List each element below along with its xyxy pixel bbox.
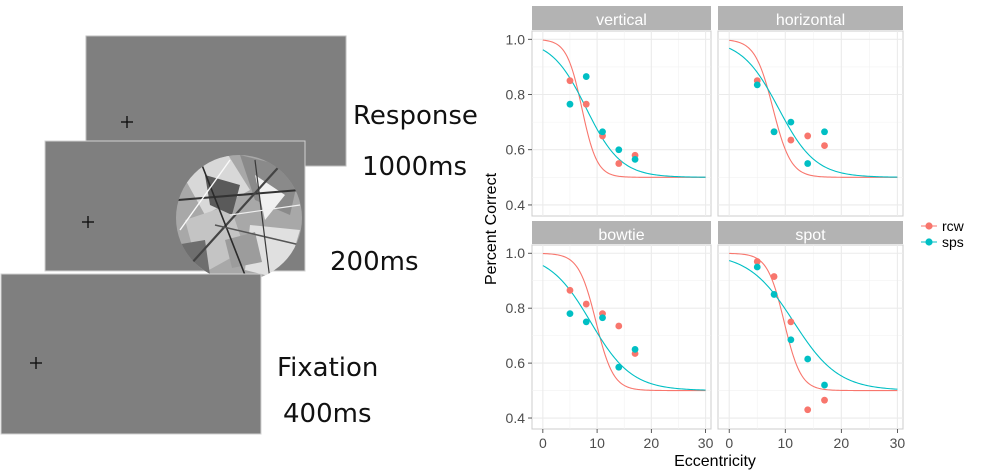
- data-point-rcw: [753, 258, 761, 265]
- data-point-rcw: [566, 77, 574, 85]
- fit-curve-rcw: [542, 39, 706, 178]
- panel-background: [531, 244, 712, 430]
- fixation-cross-stimulus: [82, 216, 94, 228]
- fit-curve-rcw: [729, 39, 898, 178]
- fixation-cross-fixation: [30, 357, 42, 369]
- facet-strip-vertical: [532, 6, 711, 30]
- x-tick-label: 10: [589, 435, 605, 451]
- data-point-sps: [631, 345, 639, 353]
- x-axis-title: Eccentricity: [674, 453, 756, 470]
- psychometric-chart: vertical 0.4 0.6 0.8 1.0 horizontal bowtie 0.4 0…: [506, 6, 906, 451]
- y-tick-label: 0.4: [506, 410, 526, 426]
- stage-label-response: Response: [353, 101, 478, 131]
- data-point-sps: [631, 155, 639, 163]
- x-tick-label: 0: [539, 435, 547, 451]
- data-point-sps: [787, 336, 795, 344]
- data-point-sps: [753, 81, 761, 89]
- data-point-rcw: [582, 300, 590, 308]
- facet-panel-horizontal: horizontal: [717, 6, 904, 217]
- x-tick-label: 10: [777, 435, 793, 451]
- facet-title-vertical: vertical: [596, 12, 647, 29]
- facet-strip-spot: [718, 221, 903, 244]
- fit-curve-rcw: [542, 252, 706, 392]
- data-point-sps: [566, 310, 574, 318]
- data-point-rcw: [804, 132, 812, 140]
- y-tick-label: 1.0: [506, 245, 526, 261]
- data-point-sps: [821, 128, 828, 136]
- x-tick-label: 20: [834, 435, 850, 451]
- texture-stimulus-disc: [176, 155, 302, 281]
- data-point-sps: [599, 128, 606, 136]
- y-axis-title: Percent Correct: [483, 172, 500, 285]
- facet-title-bowtie: bowtie: [598, 227, 644, 244]
- facet-strip-bowtie: [532, 221, 711, 244]
- y-tick-label: 0.4: [506, 197, 526, 213]
- stage-label-fixation: Fixation: [277, 353, 378, 383]
- stage-duration-fixation: 400ms: [283, 399, 372, 429]
- data-point-sps: [787, 118, 795, 126]
- data-point-rcw: [615, 322, 623, 330]
- data-point-rcw: [787, 318, 795, 326]
- stage-duration-stimulus: 200ms: [330, 247, 419, 277]
- data-point-rcw: [615, 160, 623, 167]
- y-tick-label: 1.0: [506, 31, 526, 47]
- data-point-sps: [615, 363, 623, 371]
- legend-label-sps: sps: [942, 234, 964, 250]
- data-point-sps: [582, 73, 590, 80]
- stage-duration-response: 1000ms: [362, 152, 467, 182]
- panel-background: [531, 30, 712, 217]
- x-tick-label: 30: [890, 435, 906, 451]
- data-point-rcw: [582, 100, 590, 108]
- data-point-sps: [770, 128, 778, 136]
- facet-panel-vertical: vertical 0.4 0.6 0.8 1.0: [506, 6, 712, 217]
- data-point-sps: [753, 263, 761, 271]
- y-tick-label: 0.6: [506, 142, 526, 158]
- fixation-cross-response: [121, 116, 133, 128]
- y-tick-label: 0.8: [506, 300, 526, 316]
- data-point-rcw: [821, 142, 828, 149]
- data-point-sps: [599, 314, 606, 322]
- data-point-sps: [804, 160, 812, 167]
- data-point-sps: [770, 291, 778, 298]
- data-point-rcw: [770, 273, 778, 280]
- fixation-screen: [0, 273, 262, 435]
- legend-label-rcw: rcw: [942, 218, 965, 234]
- facet-title-spot: spot: [795, 227, 826, 244]
- data-point-sps: [582, 318, 590, 326]
- y-tick-label: 0.6: [506, 355, 526, 371]
- data-point-rcw: [804, 406, 812, 414]
- facet-strip-horizontal: [718, 6, 903, 30]
- data-point-rcw: [787, 136, 795, 144]
- x-tick-label: 30: [698, 435, 714, 451]
- facet-title-horizontal: horizontal: [776, 12, 845, 29]
- panel-background: [717, 244, 904, 430]
- fit-curve-sps: [728, 47, 898, 178]
- data-point-rcw: [566, 286, 574, 294]
- data-point-rcw: [821, 396, 828, 404]
- data-point-sps: [804, 355, 812, 363]
- facet-panel-bowtie: bowtie 0.4 0.6 0.8 1.0 0 10 20 30: [506, 221, 714, 451]
- data-point-sps: [566, 100, 574, 108]
- data-point-sps: [821, 381, 828, 389]
- trial-procedure: Response 1000ms 200ms Fixation 400ms: [0, 35, 478, 435]
- fit-curve-sps: [729, 260, 898, 390]
- legend: rcw sps: [921, 218, 965, 250]
- y-tick-label: 0.8: [506, 87, 526, 103]
- data-point-sps: [615, 146, 623, 154]
- facet-panel-spot: spot 0 10 20 30: [717, 221, 906, 451]
- x-tick-label: 20: [644, 435, 660, 451]
- x-tick-label: 0: [725, 435, 733, 451]
